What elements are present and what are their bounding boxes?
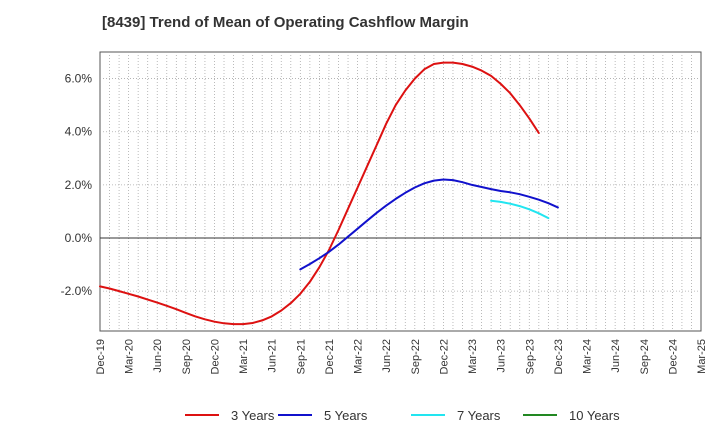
legend-swatch — [523, 414, 557, 416]
horizontal-gridlines — [100, 78, 701, 292]
x-tick-label: Sep-20 — [181, 339, 193, 374]
legend-item: 7 Years — [411, 404, 500, 426]
x-tick-label: Dec-20 — [209, 339, 221, 374]
x-tick-label: Sep-21 — [295, 339, 307, 374]
legend-swatch — [185, 414, 219, 416]
x-tick-label: Mar-21 — [238, 339, 250, 374]
legend-swatch — [278, 414, 312, 416]
x-tick-label: Jun-21 — [267, 339, 279, 373]
x-tick-label: Sep-23 — [524, 339, 536, 374]
y-tick-label: -2.0% — [61, 284, 93, 298]
x-tick-label: Jun-24 — [610, 339, 622, 373]
x-tick-label: Mar-24 — [582, 339, 594, 374]
legend-label: 7 Years — [457, 407, 501, 423]
plot-area — [99, 51, 702, 332]
legend-swatch — [411, 414, 445, 416]
y-tick-label: 0.0% — [65, 231, 93, 245]
x-tick-label: Dec-21 — [324, 339, 336, 374]
series-line-5-years — [299, 178, 559, 271]
legend-item: 3 Years — [185, 404, 274, 426]
x-tick-label: Mar-23 — [467, 339, 479, 374]
x-tick-label: Dec-22 — [438, 339, 450, 374]
series-line-3-years — [99, 61, 540, 326]
x-tick-label: Dec-24 — [667, 339, 679, 374]
y-tick-label: 4.0% — [65, 125, 93, 139]
x-tick-label: Mar-20 — [124, 339, 136, 374]
x-tick-label: Jun-22 — [381, 339, 393, 373]
line-chart: -2.0% 0.0% 2.0% 4.0% 6.0% Dec-19 Mar-20 Jun-20… — [61, 51, 708, 374]
x-tick-label: Jun-20 — [152, 339, 164, 373]
legend-label: 10 Years — [569, 407, 620, 423]
x-tick-label: Dec-19 — [95, 339, 107, 374]
series-lines — [99, 61, 559, 326]
x-tick-label: Mar-22 — [353, 339, 365, 374]
x-tick-label: Dec-23 — [553, 339, 565, 374]
y-tick-label: 2.0% — [65, 178, 93, 192]
legend-item: 10 Years — [523, 404, 620, 426]
x-tick-label: Sep-24 — [639, 339, 651, 374]
series-line-7-years — [490, 199, 550, 220]
chart-title: [8439] Trend of Mean of Operating Cashfl… — [102, 14, 469, 31]
y-tick-label: 6.0% — [65, 72, 93, 86]
legend-label: 3 Years — [231, 407, 275, 423]
legend-item: 5 Years — [278, 404, 367, 426]
legend-label: 5 Years — [324, 407, 368, 423]
x-tick-label: Sep-22 — [410, 339, 422, 374]
x-tick-label: Mar-25 — [696, 339, 708, 374]
x-tick-label: Jun-23 — [496, 339, 508, 373]
legend: 3 Years 5 Years 7 Years 10 Years — [0, 404, 720, 426]
x-axis-tick-labels: Dec-19 Mar-20 Jun-20 Sep-20 Dec-20 Mar-21 Jun-… — [95, 339, 708, 374]
y-axis-tick-labels: -2.0% 0.0% 2.0% 4.0% 6.0% — [61, 72, 93, 299]
